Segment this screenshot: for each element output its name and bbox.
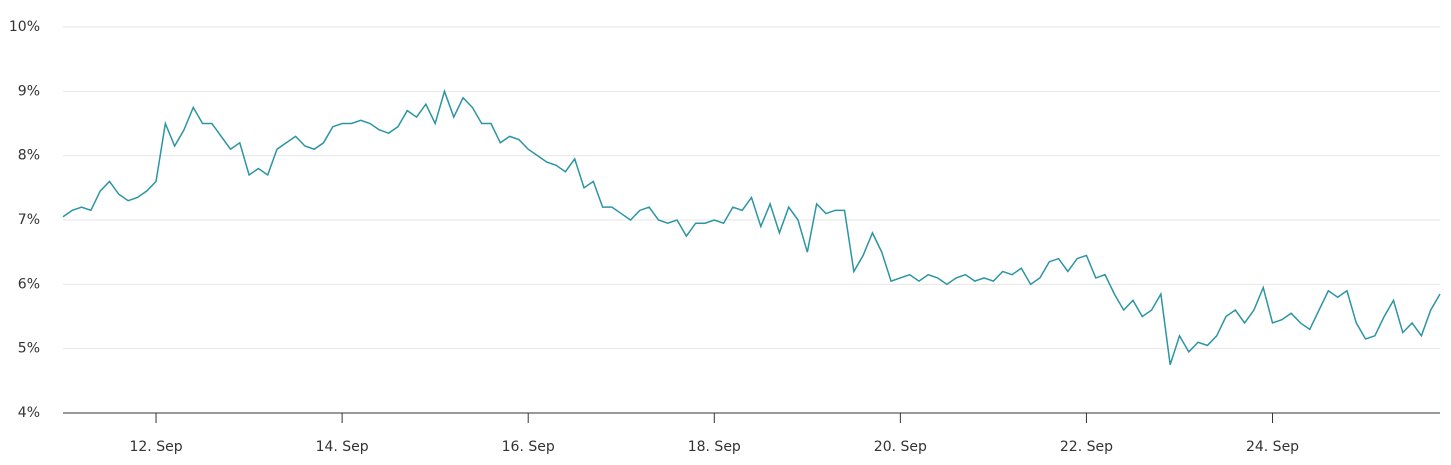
x-tick-label: 22. Sep (1060, 439, 1113, 455)
x-tick-label: 16. Sep (502, 439, 555, 455)
y-tick-label: 7% (18, 212, 40, 228)
y-tick-label: 4% (18, 405, 40, 421)
x-tick-label: 12. Sep (129, 439, 182, 455)
x-tick-label: 14. Sep (316, 439, 369, 455)
line (62, 88, 1441, 365)
y-tick-label: 10% (9, 19, 40, 35)
y-tick-label: 8% (18, 148, 40, 164)
y-tick-label: 5% (18, 341, 40, 357)
y-tick-label: 6% (18, 276, 40, 292)
y-tick-label: 9% (18, 83, 40, 99)
x-tick-label: 20. Sep (874, 439, 927, 455)
x-tick-label: 18. Sep (688, 439, 741, 455)
x-tick-label: 24. Sep (1246, 439, 1299, 455)
